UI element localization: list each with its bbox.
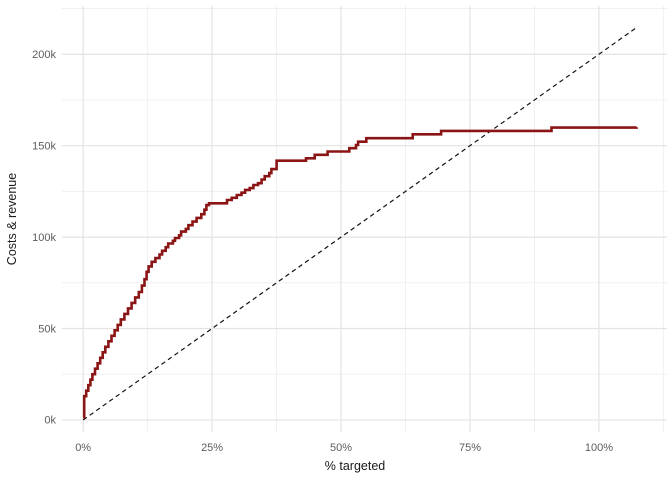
y-tick-label: 50k bbox=[38, 323, 56, 335]
gridlines-minor bbox=[62, 6, 667, 432]
tick-labels: 0% 25% 50% 75% 100% 0k 50k 100k 150k 200k bbox=[32, 49, 613, 454]
x-tick-label: 75% bbox=[459, 442, 481, 454]
x-tick-label: 50% bbox=[330, 442, 352, 454]
x-tick-label: 100% bbox=[585, 442, 613, 454]
y-tick-label: 200k bbox=[32, 49, 56, 61]
gridlines-major bbox=[62, 6, 667, 432]
revenue-step-curve bbox=[82, 126, 638, 419]
y-axis-title: Costs & revenue bbox=[5, 173, 19, 265]
x-tick-label: 0% bbox=[75, 442, 91, 454]
y-tick-label: 0k bbox=[44, 415, 56, 427]
y-tick-label: 100k bbox=[32, 232, 56, 244]
series-layer bbox=[82, 27, 638, 421]
y-tick-label: 150k bbox=[32, 140, 56, 152]
baseline-dashed-line bbox=[82, 27, 637, 421]
x-tick-label: 25% bbox=[201, 442, 223, 454]
x-axis-title: % targeted bbox=[325, 459, 386, 473]
